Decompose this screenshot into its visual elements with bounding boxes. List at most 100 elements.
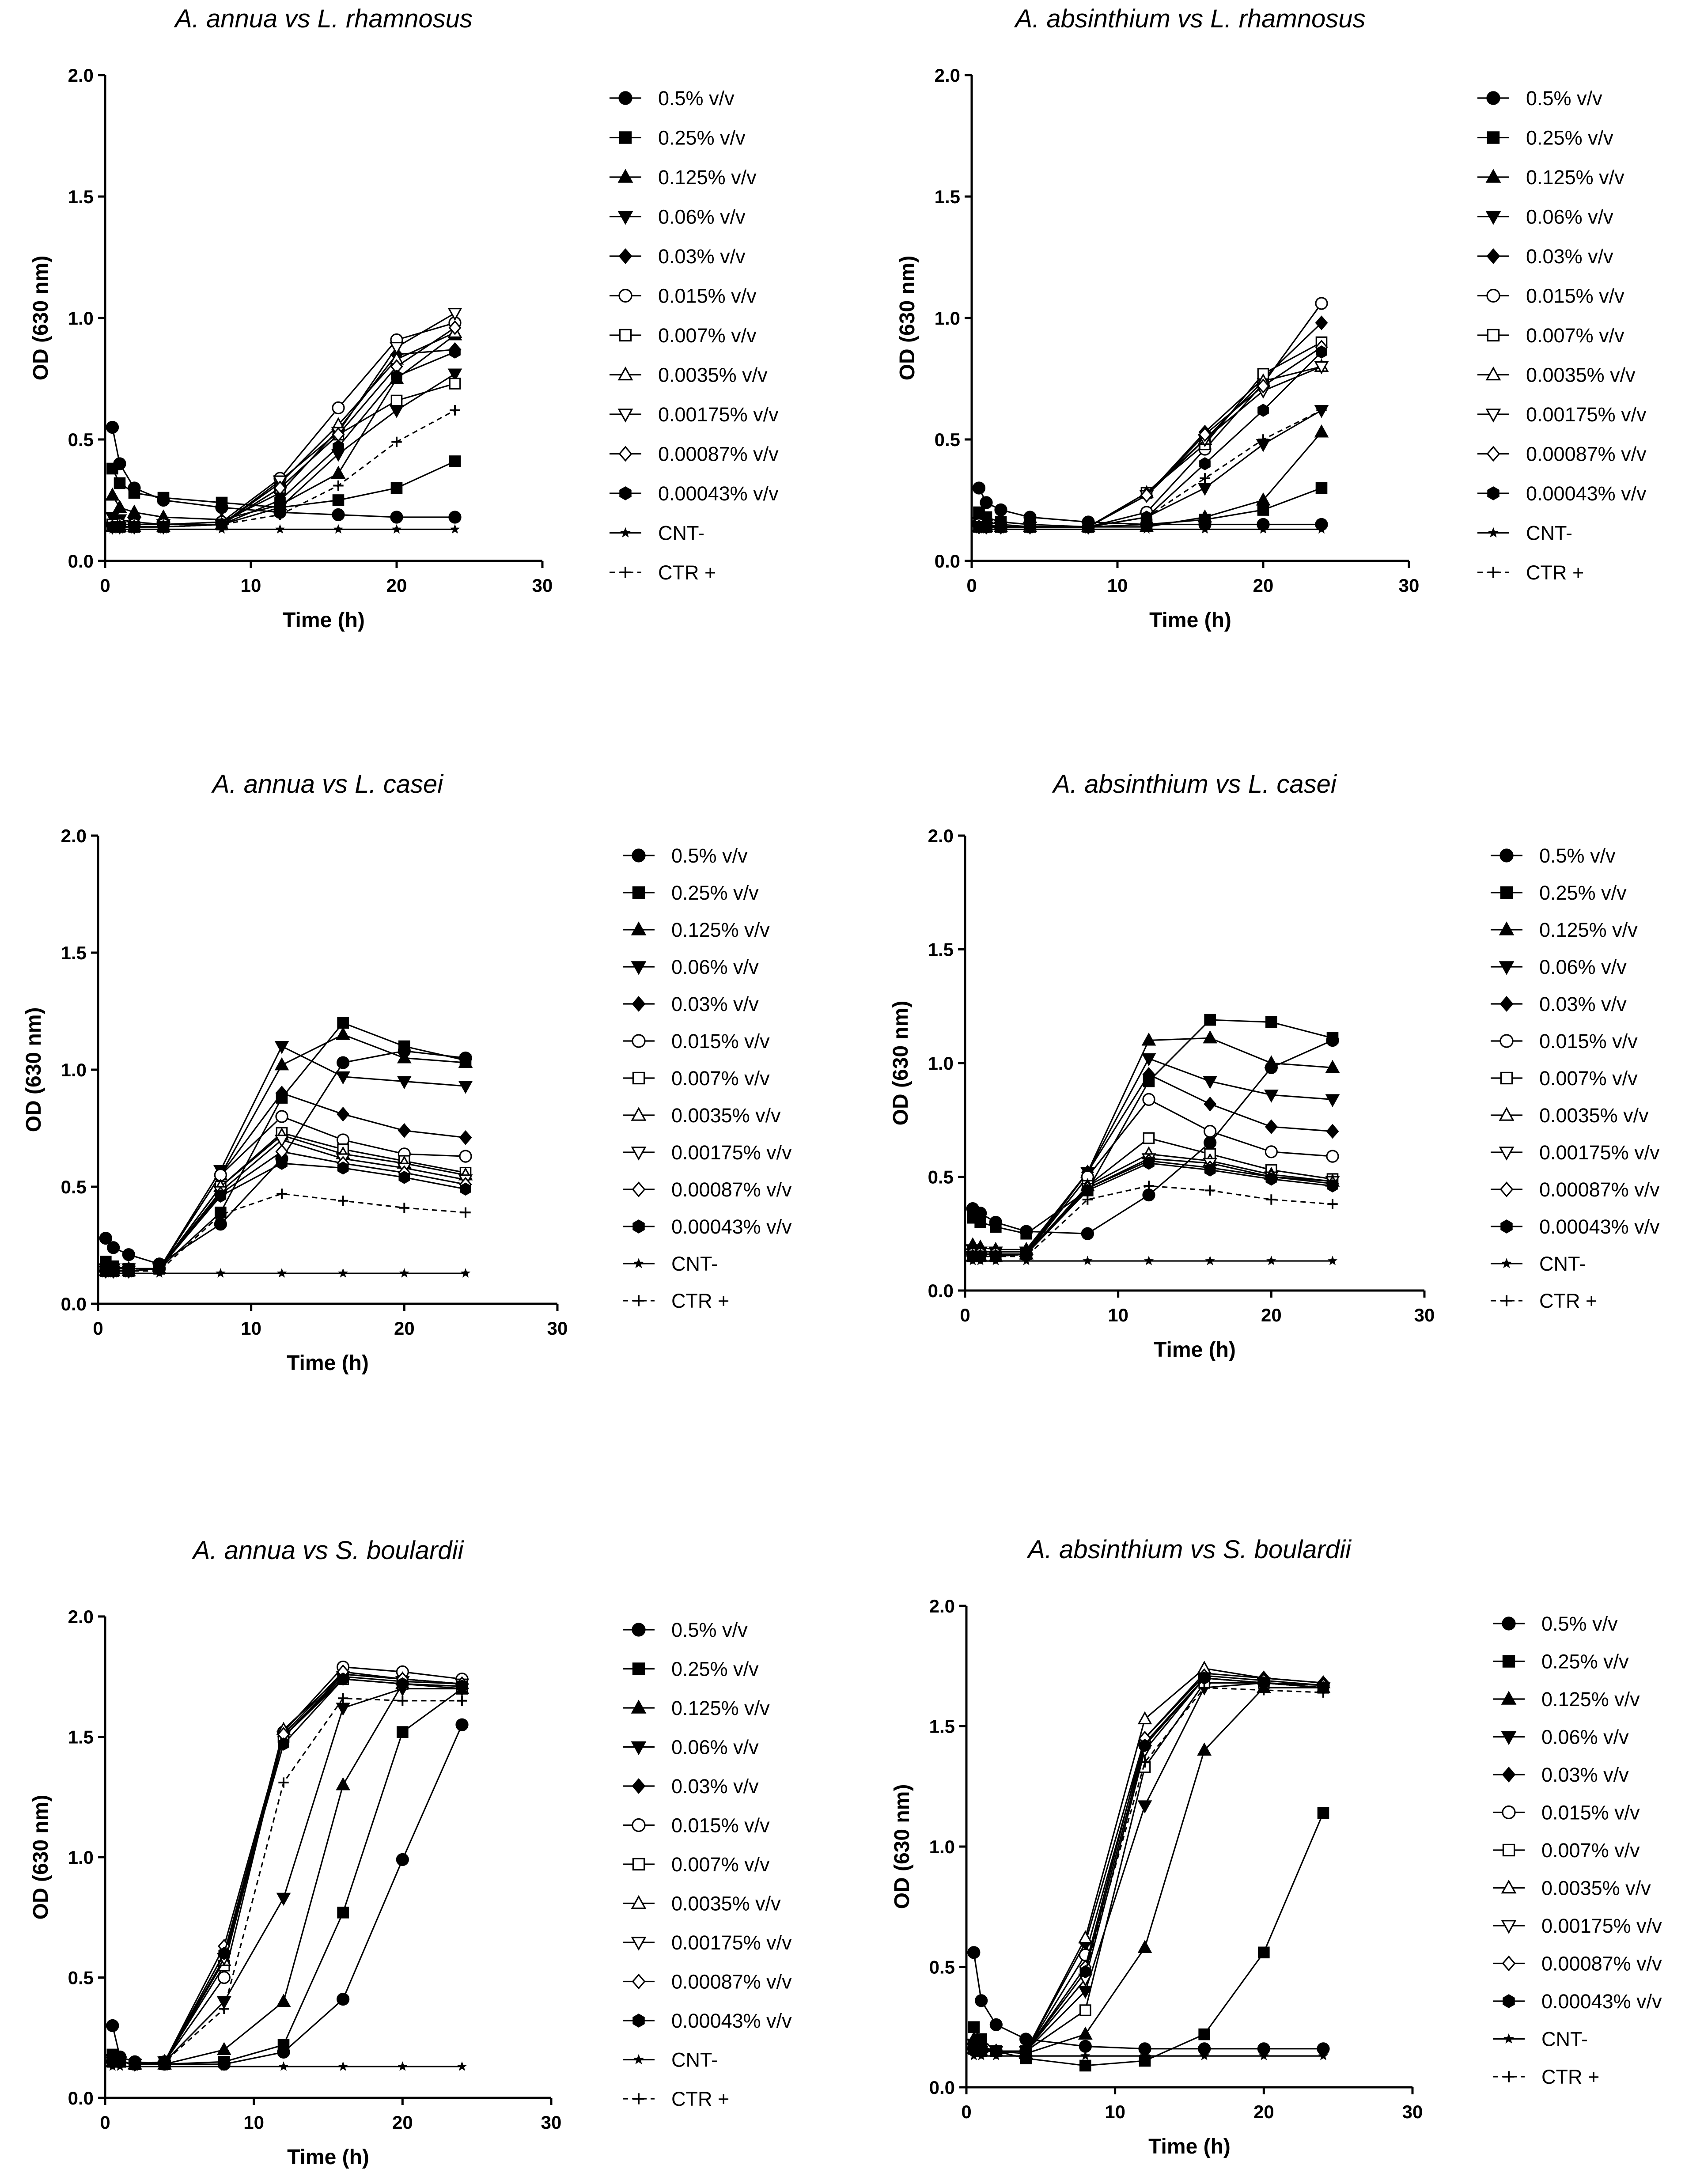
legend-item-0-5-v-v: 0.5% v/v [623, 844, 748, 867]
data-point [1141, 1053, 1156, 1067]
series-0-06-v-v [105, 368, 462, 533]
chart-panel-6: A. absinthium vs S. boulardii 0.0 0.5 1.0 1.… [890, 1535, 1662, 2158]
data-point [216, 496, 228, 509]
y-tick-label: 0.5 [929, 1957, 955, 1978]
data-point [968, 2021, 980, 2033]
legend-marker-icon [633, 2054, 644, 2064]
data-point [1259, 2051, 1269, 2060]
y-tick-label: 2.0 [68, 65, 94, 86]
legend-marker-icon [1502, 1955, 1516, 1972]
data-point [1258, 1685, 1269, 1696]
data-point [391, 524, 402, 534]
legend-label: 0.5% v/v [671, 844, 748, 867]
data-point [1257, 504, 1269, 516]
data-point [1141, 524, 1152, 534]
data-point [277, 2039, 290, 2051]
legend-label: CNT- [1539, 1253, 1586, 1275]
legend-item-0-0035-v-v: 0.0035% v/v [623, 1104, 781, 1127]
data-point [1257, 404, 1269, 417]
chart-panel-5: A. annua vs S. boulardii 0.0 0.5 1.0 1.5 2.0 0… [29, 1536, 792, 2169]
legend-marker-icon [619, 329, 632, 342]
data-point [337, 1693, 348, 1703]
data-point [1314, 361, 1329, 375]
legend-label: 0.03% v/v [1526, 245, 1613, 268]
data-point [1258, 1946, 1270, 1959]
legend-item-0-00175-v-v: 0.00175% v/v [610, 403, 779, 426]
legend-item-0-0035-v-v: 0.0035% v/v [1477, 364, 1636, 386]
x-axis-label: Time (h) [283, 609, 365, 632]
data-point [398, 1170, 410, 1184]
data-point [1198, 427, 1212, 442]
legend-marker-icon [1499, 961, 1515, 975]
data-point [1265, 1172, 1277, 1186]
data-point [1256, 492, 1271, 506]
legend-item-0-007-v-v: 0.007% v/v [623, 1067, 770, 1090]
series-ctr [969, 1682, 1329, 2059]
legend: 0.5% v/v 0.25% v/v 0.125% v/v 0.06% v/v 0.03… [1477, 87, 1647, 584]
legend-label: CNT- [671, 1253, 718, 1275]
legend-label: 0.5% v/v [1526, 87, 1602, 110]
data-point [399, 1268, 409, 1278]
data-point [1205, 1256, 1215, 1265]
legend-marker-icon [1487, 329, 1500, 342]
data-point [1257, 379, 1270, 394]
legend-label: CTR + [1526, 561, 1584, 584]
data-point [333, 440, 344, 454]
series-0-00043-v-v [968, 1671, 1329, 2058]
series-line [979, 366, 1322, 528]
data-point [458, 1081, 473, 1094]
data-point [1078, 1930, 1093, 1944]
legend-marker-icon [1502, 1843, 1515, 1857]
legend-item-0-25-v-v: 0.25% v/v [1477, 127, 1613, 149]
y-tick-label: 0.5 [68, 1968, 94, 1988]
data-point [1326, 1124, 1339, 1139]
y-tick-label: 1.0 [929, 1836, 955, 1857]
data-point [1265, 1119, 1278, 1134]
data-point [337, 1106, 350, 1122]
data-point [1140, 488, 1153, 503]
data-point [1325, 1060, 1340, 1073]
data-point [980, 496, 993, 509]
legend: 0.5% v/v 0.25% v/v 0.125% v/v 0.06% v/v 0.03… [623, 844, 792, 1312]
data-point [158, 522, 169, 532]
chart-panel-1: A. annua vs L. rhamnosus 0.0 0.5 1.0 1.5 2.0 0… [29, 4, 779, 632]
legend-label: 0.007% v/v [1526, 324, 1624, 347]
legend-label: CTR + [671, 2088, 729, 2110]
series-line [112, 1697, 462, 2065]
legend-label: 0.5% v/v [1539, 844, 1616, 867]
y-tick-label: 0.0 [929, 2077, 955, 2098]
series-line [973, 1153, 1333, 1257]
data-point [219, 2003, 230, 2014]
legend-item-0-125-v-v: 0.125% v/v [623, 919, 770, 941]
legend-marker-icon [618, 288, 632, 303]
legend-marker-icon [631, 1895, 647, 1909]
x-tick-label: 20 [386, 575, 407, 596]
data-point [333, 480, 344, 491]
legend-item-0-015-v-v: 0.015% v/v [1491, 1030, 1638, 1052]
legend-marker-icon [632, 1181, 646, 1197]
x-axis-label: Time (h) [1149, 609, 1231, 632]
data-point [974, 1216, 986, 1228]
y-tick-label: 2.0 [68, 1606, 94, 1627]
data-point [397, 1696, 408, 1706]
legend-marker-icon [632, 1071, 645, 1085]
legend-marker-icon [619, 131, 632, 144]
legend-label: 0.00175% v/v [1541, 1915, 1662, 1937]
data-point [1266, 1256, 1276, 1265]
legend-label: 0.06% v/v [671, 956, 759, 978]
series-line [105, 1022, 466, 1270]
legend-marker-icon [618, 446, 632, 462]
legend-marker-icon [632, 1973, 646, 1990]
legend-label: 0.00087% v/v [1541, 1953, 1662, 1975]
y-axis-label: OD (630 nm) [22, 1007, 45, 1132]
data-point [106, 462, 118, 475]
legend-label: 0.00175% v/v [658, 403, 779, 426]
legend-item-0-125-v-v: 0.125% v/v [623, 1697, 770, 1719]
data-point [449, 345, 461, 359]
data-point [106, 420, 119, 434]
data-point [99, 1232, 112, 1245]
y-tick-label: 2.0 [61, 825, 87, 846]
legend-label: 0.007% v/v [1541, 1839, 1640, 1862]
data-point [337, 1017, 349, 1029]
legend-label: 0.00043% v/v [1539, 1215, 1660, 1238]
